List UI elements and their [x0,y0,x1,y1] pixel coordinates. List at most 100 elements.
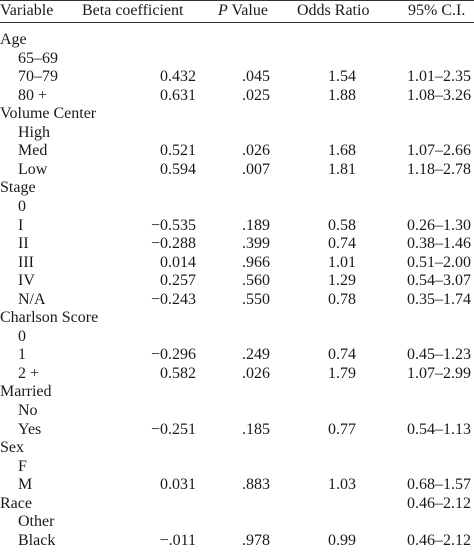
table-row: 70–79 0.432 .045 1.54 1.01–2.35 [0,66,474,88]
table-row: 0 [0,326,474,348]
cell-p-value: .026 [242,142,270,160]
cell-beta: 0.014 [160,253,196,271]
table-row: High [0,122,474,144]
cell-beta: −0.535 [150,216,196,234]
cell-variable: No [18,402,38,419]
cell-ci: 0.54–3.07 [407,272,471,290]
cell-variable: 2 + [18,364,40,382]
cell-ci: 0.26–1.30 [407,216,471,234]
cell-beta: 0.257 [160,272,196,290]
table-row: M 0.031 .883 1.03 0.68–1.57 [0,474,474,496]
cell-variable: III [18,253,34,271]
cell-variable: 0 [18,327,26,345]
header-odds-ratio: Odds Ratio [297,2,370,19]
cell-variable: Stage [0,179,36,197]
cell-p-value: .189 [242,216,270,234]
cell-odds-ratio: 0.99 [328,531,356,549]
cell-variable: 70–79 [18,68,58,86]
header-beta: Beta coefficient [82,2,184,19]
cell-variable: M [18,476,33,494]
cell-p-value: .185 [242,420,270,438]
cell-ci: 1.07–2.66 [407,142,471,160]
cell-beta: 0.594 [160,160,196,178]
cell-variable: 65–69 [18,49,58,67]
table-row: IV 0.257 .560 1.29 0.54–3.07 [0,270,474,292]
cell-beta: 0.521 [160,142,196,160]
cell-ci: 1.01–2.35 [407,68,471,86]
cell-odds-ratio: 0.78 [328,290,356,308]
cell-ci: 0.45–1.23 [407,346,471,364]
cell-ci: 0.46–2.12 [407,531,471,549]
table-row: Med 0.521 .026 1.68 1.07–2.66 [0,140,474,162]
table-row: No [0,400,474,422]
header-ci: 95% C.I. [408,2,466,19]
table-group-row: Married [0,381,474,403]
cell-variable: Charlson Score [0,309,99,327]
table-group-row: Volume Center [0,103,474,125]
cell-odds-ratio: 0.74 [328,346,356,364]
cell-variable: 1 [18,346,26,364]
table-row: F [0,456,474,478]
cell-variable: Yes [18,420,42,438]
cell-variable: High [18,123,50,141]
cell-odds-ratio: 1.54 [328,68,356,86]
table-group-row: Charlson Score [0,307,474,329]
cell-beta: 0.031 [160,476,196,494]
table-row: 2 + 0.582 .026 1.79 1.07–2.99 [0,363,474,385]
cell-odds-ratio: 0.77 [328,420,356,438]
cell-ci: 0.35–1.74 [407,290,471,308]
cell-p-value: .026 [242,364,270,382]
cell-beta: −.011 [159,531,196,549]
cell-variable: Volume Center [0,105,97,123]
cell-ci: 0.68–1.57 [407,476,471,494]
cell-variable: Other [18,513,55,531]
header-p-value: P Value [218,0,268,22]
cell-beta: 0.631 [160,86,196,104]
cell-variable: F [18,457,27,475]
table-group-row: Race 0.46–2.12 [0,493,474,515]
cell-variable: Black [18,531,56,549]
cell-variable: Race [0,494,32,512]
header-p-rest: Value [227,2,268,19]
table-row: 0 [0,196,474,218]
table-top-rule [0,0,474,1]
header-p-letter: P [218,2,228,19]
cell-ci: 0.38–1.46 [407,235,471,253]
cell-variable: 80 + [18,86,48,104]
cell-p-value: .883 [242,476,270,494]
table-header-rule [0,22,474,23]
cell-p-value: .007 [242,160,270,178]
cell-odds-ratio: 1.81 [328,160,356,178]
cell-variable: I [18,216,24,234]
table-row: I −0.535 .189 0.58 0.26–1.30 [0,215,474,237]
cell-odds-ratio: 0.74 [328,235,356,253]
table-row: 80 + 0.631 .025 1.88 1.08–3.26 [0,85,474,107]
table-row: 65–69 [0,48,474,70]
cell-p-value: .550 [242,290,270,308]
cell-ci: 0.46–2.12 [407,494,471,512]
cell-ci: 1.08–3.26 [407,86,471,104]
cell-odds-ratio: 1.29 [328,272,356,290]
cell-p-value: .045 [242,68,270,86]
table-group-row: Stage [0,177,474,199]
cell-p-value: .399 [242,235,270,253]
header-variable: Variable [0,2,54,19]
cell-p-value: .025 [242,86,270,104]
cell-odds-ratio: 1.79 [328,364,356,382]
cell-p-value: .966 [242,253,270,271]
cell-beta: −0.251 [150,420,196,438]
cell-p-value: .249 [242,346,270,364]
cell-p-value: .560 [242,272,270,290]
cell-beta: −0.288 [150,235,196,253]
cell-p-value: .978 [242,531,270,549]
table-row: Low 0.594 .007 1.81 1.18–2.78 [0,159,474,181]
table-row: Yes −0.251 .185 0.77 0.54–1.13 [0,419,474,441]
cell-variable: Married [0,383,52,401]
table-row: Other [0,511,474,533]
cell-variable: Sex [0,439,24,457]
table-header: Variable Beta coefficient P Value Odds R… [0,0,474,22]
cell-variable: N/A [18,290,46,308]
table-row: III 0.014 .966 1.01 0.51–2.00 [0,252,474,274]
cell-odds-ratio: 1.88 [328,86,356,104]
table-group-row: Age [0,29,474,51]
